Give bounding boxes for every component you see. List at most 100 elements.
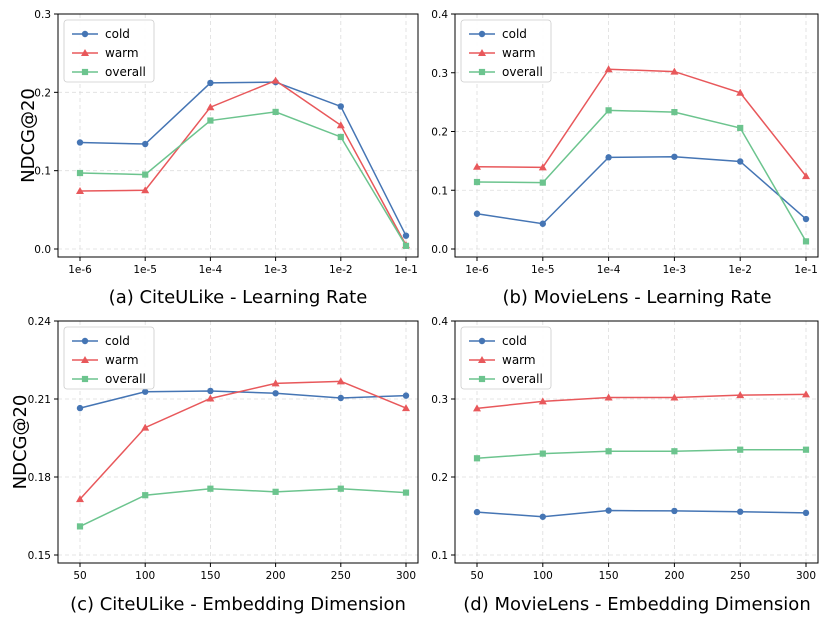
series-line-cold (79, 81, 407, 237)
x-tick-label: 1e-4 (199, 264, 223, 276)
series-cold (473, 507, 810, 520)
data-point-cold (605, 507, 612, 514)
y-tick-label: 0.0 (34, 244, 51, 256)
y-tick-label: 0.21 (28, 394, 51, 406)
legend-label: warm (105, 46, 139, 60)
data-point-warm (670, 67, 679, 75)
legend-marker (81, 68, 89, 76)
series-line-warm (79, 380, 407, 500)
series-warm (473, 65, 810, 180)
data-point-warm (604, 393, 613, 401)
data-point-cold (473, 508, 481, 516)
data-point-cold (671, 507, 678, 515)
x-tick-label: 1e-5 (133, 264, 157, 276)
data-point-warm (336, 377, 345, 385)
data-point-overall (737, 446, 744, 453)
data-point-overall (802, 238, 810, 245)
data-point-overall (473, 178, 481, 186)
data-point-warm (206, 394, 215, 402)
series-line-warm (476, 393, 807, 410)
series-cold (76, 387, 410, 412)
data-point-overall (76, 523, 84, 530)
data-point-overall (737, 124, 744, 132)
y-tick-label: 0.1 (34, 166, 51, 178)
data-point-cold (802, 215, 810, 223)
y-tick-label: 0.1 (431, 185, 448, 197)
series-cold (473, 153, 810, 227)
legend-label: overall (105, 65, 146, 79)
x-tick-label: 1e-3 (264, 264, 288, 276)
legend: cold warm overall (63, 326, 155, 390)
series-warm (76, 76, 410, 249)
x-tick-label: 100 (135, 570, 155, 582)
data-point-cold (605, 154, 612, 161)
data-point-overall (605, 107, 612, 114)
data-point-overall (671, 448, 678, 455)
x-tick-label: 250 (331, 570, 351, 582)
series-line-cold (476, 156, 807, 225)
y-axis-label: NDCG@20 (18, 88, 39, 183)
series-warm (76, 377, 410, 503)
series-line-warm (476, 68, 807, 177)
data-point-overall (76, 169, 84, 177)
data-point-warm (538, 163, 547, 171)
series-line-overall (79, 487, 407, 528)
x-tick-label: 1e-5 (531, 264, 555, 276)
legend-marker (81, 49, 89, 56)
data-point-overall (337, 485, 344, 492)
y-tick-label: 0.0 (431, 244, 448, 256)
legend: cold warm overall (460, 326, 552, 390)
y-axis-label: NDCG@20 (10, 395, 31, 490)
data-point-overall (539, 450, 546, 457)
x-tick-label: 1e-3 (663, 264, 687, 276)
data-point-warm (473, 404, 481, 412)
x-tick-label: 1e-1 (394, 264, 418, 276)
x-tick-label: 100 (533, 570, 553, 582)
legend-label: cold (105, 27, 130, 41)
data-point-warm (271, 76, 280, 84)
legend-marker (478, 356, 486, 363)
chart-panel-3: 0.15 0.18 0.21 0.24 50 100 150 200 250 300 NDCG@20… (10, 316, 419, 615)
y-tick-label: 0.3 (34, 9, 51, 21)
legend-entry-overall: overall (469, 372, 543, 386)
data-point-cold (539, 513, 546, 520)
x-tick-label: 150 (599, 570, 619, 582)
data-point-overall (402, 489, 410, 496)
legend-label: overall (502, 372, 543, 386)
x-tick-label: 1e-2 (329, 264, 353, 276)
x-tick-label: 1e-4 (597, 264, 621, 276)
legend-marker (478, 375, 486, 383)
series-overall (473, 107, 810, 245)
series-line-overall (476, 448, 806, 460)
data-point-overall (473, 455, 481, 462)
series-overall (473, 446, 810, 462)
data-point-warm (336, 121, 345, 129)
data-point-warm (141, 423, 150, 431)
y-tick-label: 0.3 (431, 68, 448, 80)
legend-label: cold (502, 27, 527, 41)
data-point-overall (802, 446, 810, 453)
series-overall (76, 485, 410, 530)
chart-caption: (d) MovieLens - Embedding Dimension (463, 594, 810, 615)
legend-label: warm (105, 353, 139, 367)
data-point-warm (402, 404, 410, 412)
data-point-warm (473, 162, 481, 170)
data-point-overall (671, 109, 678, 116)
data-point-overall (337, 133, 344, 141)
legend-marker (478, 30, 486, 38)
data-point-cold (671, 153, 678, 160)
chart-panel-1: 0.0 0.1 0.2 0.3 1e-6 1e-5 1e-4 1e-3 1e-2 1e-1 NDCG… (18, 9, 419, 308)
data-point-warm (206, 103, 215, 111)
legend-entry-warm: warm (469, 353, 536, 367)
data-point-cold (802, 509, 810, 517)
chart-panel-2: 0.0 0.1 0.2 0.3 0.4 1e-6 1e-5 1e-4 1e-3 1e-2 1e-1 (… (431, 9, 819, 308)
y-tick-label: 0.2 (431, 127, 448, 139)
legend-marker (478, 68, 486, 76)
data-point-cold (737, 508, 744, 515)
legend-entry-overall: overall (469, 65, 543, 79)
plot-frame (57, 320, 419, 564)
data-point-overall (142, 492, 149, 499)
chart-panel-4: 0.1 0.2 0.3 0.4 50 100 150 200 250 300 (d) MovieLe… (431, 316, 819, 615)
data-point-cold (539, 220, 546, 227)
legend-label: cold (502, 334, 527, 348)
